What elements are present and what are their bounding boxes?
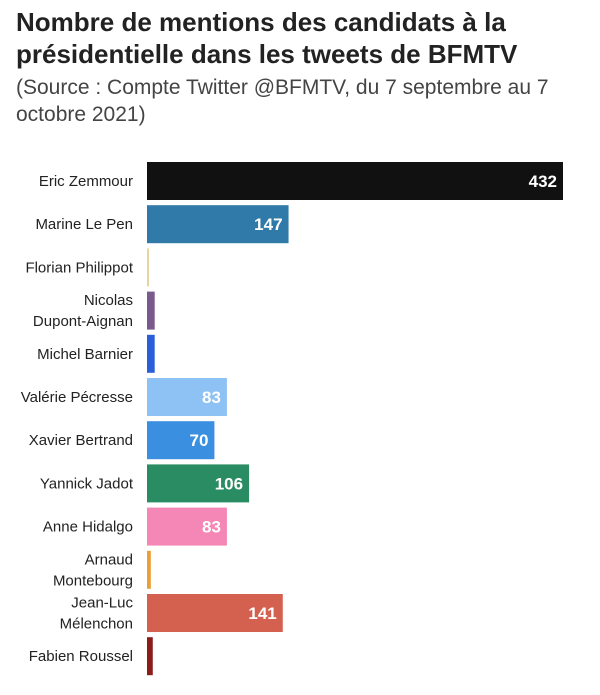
bar — [147, 594, 283, 632]
value-label: 147 — [254, 215, 282, 234]
value-label: 432 — [529, 172, 557, 191]
category-label: Nicolas — [84, 292, 133, 309]
bar — [147, 464, 250, 503]
bar — [147, 421, 215, 460]
value-label: 141 — [248, 604, 276, 623]
category-label: Arnaud — [85, 551, 133, 568]
value-label: 106 — [215, 474, 243, 493]
category-label: Mélenchon — [60, 616, 133, 633]
category-label: Yannick Jadot — [40, 475, 134, 492]
bar — [147, 291, 155, 330]
category-label: Jean-Luc — [71, 595, 133, 612]
category-label: Eric Zemmour — [39, 173, 133, 190]
bar — [147, 378, 227, 416]
bar — [147, 507, 227, 546]
category-label: Fabien Roussel — [29, 648, 133, 665]
bar — [147, 162, 563, 200]
chart-subtitle: (Source : Compte Twitter @BFMTV, du 7 se… — [16, 76, 549, 126]
bar — [147, 637, 153, 676]
category-label: Florian Philippot — [25, 259, 133, 276]
category-label: Dupont-Aignan — [33, 313, 133, 330]
value-label: 83 — [202, 518, 221, 537]
category-label: Xavier Bertrand — [29, 432, 133, 449]
bar — [147, 205, 289, 244]
chart-title: Nombre de mentions des candidats à la pr… — [16, 7, 518, 69]
category-label: Anne Hidalgo — [43, 519, 133, 536]
bar — [147, 334, 155, 373]
category-label: Marine Le Pen — [35, 216, 133, 233]
category-label: Valérie Pécresse — [21, 389, 133, 406]
value-label: 83 — [202, 388, 221, 407]
bar — [147, 248, 149, 287]
category-label: Montebourg — [53, 572, 133, 589]
category-label: Michel Barnier — [37, 346, 133, 363]
value-label: 70 — [189, 431, 208, 450]
bar — [147, 550, 151, 589]
